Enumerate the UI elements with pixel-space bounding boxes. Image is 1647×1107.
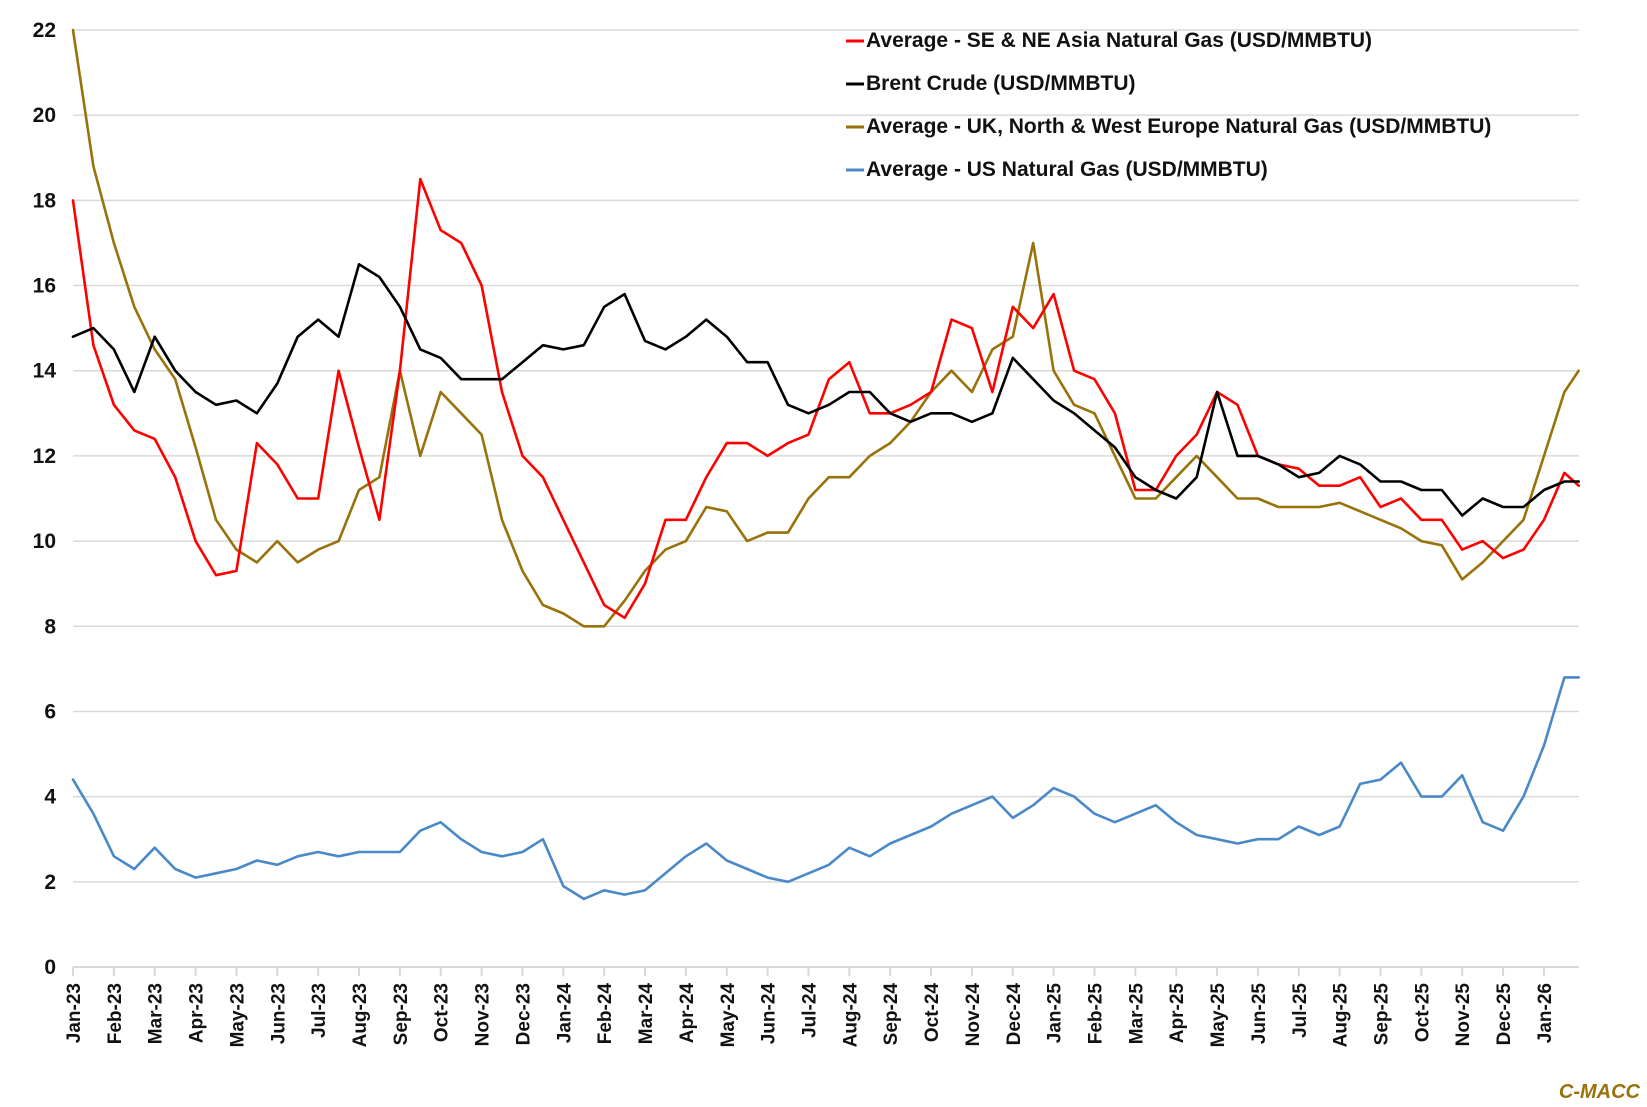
x-tick-label: Mar-24 xyxy=(636,983,657,1045)
y-tick-label: 20 xyxy=(33,104,56,127)
x-tick-label: May-25 xyxy=(1208,983,1229,1048)
legend-label: Average - SE & NE Asia Natural Gas (USD/… xyxy=(866,29,1372,52)
x-tick-label: Jul-25 xyxy=(1290,983,1311,1038)
y-tick-label: 10 xyxy=(33,530,56,553)
x-tick-label: Jul-23 xyxy=(309,983,330,1038)
x-tick-label: Oct-25 xyxy=(1412,983,1433,1043)
x-tick-label: Jun-24 xyxy=(759,983,780,1045)
y-tick-label: 22 xyxy=(33,19,56,42)
x-tick-label: Mar-23 xyxy=(146,983,167,1044)
legend-item: Average - SE & NE Asia Natural Gas (USD/… xyxy=(846,29,1372,52)
x-tick-label: Sep-24 xyxy=(881,983,902,1046)
y-tick-label: 2 xyxy=(44,871,56,894)
y-tick-label: 6 xyxy=(44,700,56,723)
source-credit: C-MACC xyxy=(1559,1081,1641,1103)
x-tick-label: Aug-25 xyxy=(1331,983,1352,1048)
x-tick-label: Sep-25 xyxy=(1372,983,1393,1046)
x-tick-label: Aug-23 xyxy=(350,983,371,1047)
x-tick-label: Jan-25 xyxy=(1045,983,1066,1044)
y-tick-label: 4 xyxy=(44,786,56,809)
x-tick-label: Jun-25 xyxy=(1249,983,1270,1045)
x-tick-label: Mar-25 xyxy=(1126,983,1147,1045)
x-tick-label: Aug-24 xyxy=(840,983,861,1048)
x-tick-label: Apr-24 xyxy=(677,983,698,1044)
x-tick-label: Oct-23 xyxy=(432,983,453,1042)
x-tick-label: Nov-25 xyxy=(1453,983,1474,1047)
series-line-asia-gas xyxy=(71,177,1580,620)
x-tick-label: Apr-25 xyxy=(1167,983,1188,1044)
x-tick-label: Jan-24 xyxy=(554,983,575,1044)
legend-label: Brent Crude (USD/MMBTU) xyxy=(866,72,1135,95)
x-tick-label: Sep-23 xyxy=(391,983,412,1045)
x-tick-label: Feb-23 xyxy=(105,983,126,1044)
y-tick-label: 16 xyxy=(33,275,56,298)
series-line-brent-crude xyxy=(71,262,1580,517)
legend: Average - SE & NE Asia Natural Gas (USD/… xyxy=(846,29,1491,181)
legend-label: Average - US Natural Gas (USD/MMBTU) xyxy=(866,158,1268,181)
series-lines xyxy=(71,28,1580,901)
x-tick-label: Jan-23 xyxy=(64,983,85,1043)
x-tick-label: Nov-23 xyxy=(473,983,494,1046)
y-tick-label: 8 xyxy=(44,615,56,638)
y-axis: 0 2 4 6 8 10 12 14 16 18 20 22 xyxy=(33,19,57,979)
series-line-europe-gas xyxy=(71,28,1580,628)
y-tick-label: 0 xyxy=(44,956,56,979)
y-tick-label: 12 xyxy=(33,445,56,468)
series-line-us-gas xyxy=(71,676,1580,901)
x-tick-label: Dec-24 xyxy=(1004,983,1025,1046)
legend-label: Average - UK, North & West Europe Natura… xyxy=(866,115,1491,138)
x-tick-label: Jun-23 xyxy=(268,983,289,1044)
y-tick-label: 18 xyxy=(33,189,57,212)
x-tick-label: May-23 xyxy=(227,983,248,1047)
x-tick-label: Jan-26 xyxy=(1535,983,1556,1043)
x-tick-label: Jul-24 xyxy=(799,983,820,1038)
gridlines xyxy=(73,29,1579,883)
x-tick-label: Nov-24 xyxy=(963,983,984,1047)
x-tick-label: May-24 xyxy=(718,983,739,1048)
x-tick-label: Apr-23 xyxy=(187,983,208,1043)
legend-item: Brent Crude (USD/MMBTU) xyxy=(846,72,1135,95)
x-tick-label: Oct-24 xyxy=(922,983,943,1043)
x-tick-label: Feb-25 xyxy=(1086,983,1107,1045)
x-axis-labels: Jan-23 Feb-23 Mar-23 Apr-23 May-23 Jun-23 Jul-… xyxy=(64,983,1556,1048)
legend-item: Average - US Natural Gas (USD/MMBTU) xyxy=(846,158,1268,181)
legend-item: Average - UK, North & West Europe Natura… xyxy=(846,115,1491,138)
x-tick-label: Feb-24 xyxy=(595,983,616,1045)
x-axis xyxy=(72,966,1579,976)
y-tick-label: 14 xyxy=(33,360,57,383)
x-tick-label: Dec-25 xyxy=(1494,983,1515,1046)
x-tick-label: Dec-23 xyxy=(513,983,534,1045)
